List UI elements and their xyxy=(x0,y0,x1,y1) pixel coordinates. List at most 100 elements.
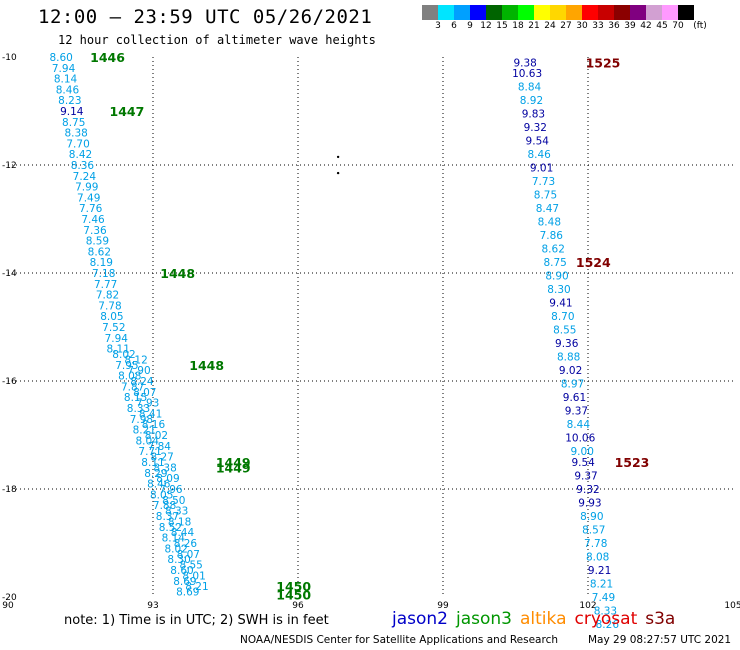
swh-value: 8.57 xyxy=(582,525,605,537)
swh-value: 8.69 xyxy=(173,576,196,588)
colorbar-label: 18 xyxy=(512,21,524,31)
swh-value: 9.32 xyxy=(524,122,547,134)
swh-value: 8.46 xyxy=(56,84,80,96)
time-label: 1525 xyxy=(586,55,621,70)
timestamp: May 29 08:27:57 UTC 2021 xyxy=(588,634,732,646)
swh-value: 8.46 xyxy=(527,149,551,161)
swh-value: 8.21 xyxy=(185,581,208,593)
swh-value: 9.00 xyxy=(571,446,594,458)
swh-value: 9.21 xyxy=(588,565,611,577)
swh-value: 8.23 xyxy=(58,95,81,107)
swh-value: 8.88 xyxy=(557,352,580,364)
footer-credit: NOAA/NESDIS Center for Satellite Applica… xyxy=(240,634,731,646)
swh-value: 8.75 xyxy=(62,117,85,129)
swh-value: 9.41 xyxy=(549,298,572,310)
colorbar-swatch xyxy=(646,5,662,20)
time-label: 1523 xyxy=(615,455,650,470)
swh-value: 8.90 xyxy=(580,511,603,523)
swh-value: 9.38 xyxy=(513,57,536,69)
swh-value: 8.12 xyxy=(124,354,147,366)
colorbar-label: 21 xyxy=(528,21,540,31)
x-tick-label: 102 xyxy=(579,601,596,611)
colorbar-swatch xyxy=(438,5,454,20)
swh-value: 8.21 xyxy=(590,579,613,591)
swh-value: 8.07 xyxy=(133,387,156,399)
swh-value: 8.15 xyxy=(124,392,147,404)
legend-s3a: s3a xyxy=(645,609,676,629)
swh-value: 8.38 xyxy=(64,128,87,140)
swh-value: 8.38 xyxy=(153,462,176,474)
swh-value: 8.26 xyxy=(174,538,198,550)
swh-value: 8.18 xyxy=(168,516,191,528)
swh-value: 7.96 xyxy=(159,484,183,496)
x-tick-label: 93 xyxy=(147,601,158,611)
colorbar-label: 12 xyxy=(480,21,492,31)
swh-value: 8.02 xyxy=(145,430,168,442)
x-tick-label: 96 xyxy=(292,601,304,611)
swh-value: 9.02 xyxy=(559,365,582,377)
swh-value: 9.37 xyxy=(574,471,597,483)
swh-value: 7.78 xyxy=(98,300,121,312)
swh-value: 8.04 xyxy=(136,435,160,447)
island-dot xyxy=(336,171,340,175)
colorbar-label: 27 xyxy=(560,21,572,31)
legend-altika: altika xyxy=(520,609,567,629)
swh-value: 7.24 xyxy=(73,171,97,183)
swh-value: 7.93 xyxy=(136,398,159,410)
swh-value: 8.05 xyxy=(150,489,173,501)
colorbar-label: 6 xyxy=(451,21,457,31)
page-title: 12:00 – 23:59 UTC 05/26/2021 xyxy=(38,6,373,28)
swh-value: 9.61 xyxy=(563,392,586,404)
swh-value: 8.44 xyxy=(567,419,591,431)
colorbar-label: 3 xyxy=(435,21,441,31)
swh-value: 8.47 xyxy=(536,203,559,215)
swh-value: 7.36 xyxy=(83,225,107,237)
colorbar-label: 42 xyxy=(640,21,652,31)
colorbar xyxy=(422,5,694,20)
colorbar-swatch xyxy=(534,5,550,20)
colorbar-swatch xyxy=(662,5,678,20)
time-label: 1449 xyxy=(216,460,251,475)
swh-value: 8.01 xyxy=(182,570,205,582)
time-label: 1449 xyxy=(216,455,251,470)
swh-value: 8.60 xyxy=(49,52,72,64)
swh-value: 8.75 xyxy=(543,257,566,269)
y-tick-label: -16 xyxy=(2,377,17,387)
swh-value: 8.69 xyxy=(176,587,199,599)
y-tick-label: -12 xyxy=(2,161,17,171)
legend-jason3: jason3 xyxy=(456,609,512,629)
colorbar-label: 36 xyxy=(608,21,620,31)
swh-value: 9.01 xyxy=(530,163,553,175)
swh-value: 7.73 xyxy=(532,176,555,188)
colorbar-swatch xyxy=(614,5,630,20)
swh-value: 7.70 xyxy=(66,138,89,150)
swh-value: 8.46 xyxy=(147,479,171,491)
colorbar-swatch xyxy=(678,5,694,20)
y-tick-label: -20 xyxy=(2,593,17,603)
swh-value: 8.70 xyxy=(551,311,574,323)
swh-value: 8.11 xyxy=(107,344,130,356)
swh-value: 9.14 xyxy=(60,106,84,118)
swh-value: 10.63 xyxy=(512,68,542,80)
footer-note: note: 1) Time is in UTC; 2) SWH is in fe… xyxy=(64,613,329,628)
swh-value: 8.59 xyxy=(86,236,109,248)
swh-value: 8.02 xyxy=(165,543,188,555)
swh-value: 7.86 xyxy=(540,230,564,242)
swh-value: 9.37 xyxy=(565,406,588,418)
swh-value: 8.16 xyxy=(142,419,166,431)
time-label: 1447 xyxy=(110,104,145,119)
swh-value: 8.19 xyxy=(90,257,113,269)
swh-value: 9.93 xyxy=(578,498,601,510)
colorbar-swatch xyxy=(486,5,502,20)
swh-value: 9.54 xyxy=(526,136,550,148)
credit-text: NOAA/NESDIS Center for Satellite Applica… xyxy=(240,634,558,646)
colorbar-label: 9 xyxy=(467,21,473,31)
swh-value: 10.06 xyxy=(565,433,595,445)
swh-value: 8.14 xyxy=(54,74,78,86)
x-tick-label: 99 xyxy=(437,601,449,611)
colorbar-unit: (ft) xyxy=(693,21,707,31)
swh-value: 7.98 xyxy=(130,414,153,426)
swh-value: 8.62 xyxy=(542,244,565,256)
swh-value: 7.99 xyxy=(75,182,98,194)
swh-value: 7.82 xyxy=(96,290,119,302)
